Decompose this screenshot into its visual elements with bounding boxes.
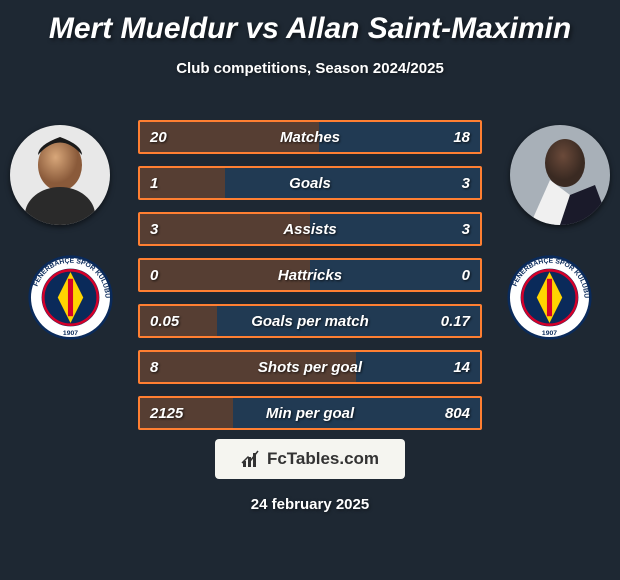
stat-row: 20Matches18 bbox=[138, 120, 482, 154]
comparison-subtitle: Club competitions, Season 2024/2025 bbox=[0, 60, 620, 77]
stat-label: Goals bbox=[210, 175, 410, 192]
player-right-avatar bbox=[510, 125, 610, 225]
stat-left-value: 2125 bbox=[140, 405, 210, 422]
brand-text: FcTables.com bbox=[267, 449, 379, 469]
brand-badge: FcTables.com bbox=[215, 439, 405, 479]
stat-left-value: 3 bbox=[140, 221, 210, 238]
comparison-title: Mert Mueldur vs Allan Saint-Maximin bbox=[0, 0, 620, 46]
stat-left-value: 0.05 bbox=[140, 313, 210, 330]
stat-label: Min per goal bbox=[210, 405, 410, 422]
stat-right-value: 18 bbox=[410, 129, 480, 146]
stat-right-value: 3 bbox=[410, 221, 480, 238]
stat-row: 0.05Goals per match0.17 bbox=[138, 304, 482, 338]
stat-row: 1Goals3 bbox=[138, 166, 482, 200]
player-left-avatar bbox=[10, 125, 110, 225]
stat-label: Hattricks bbox=[210, 267, 410, 284]
stat-right-value: 0 bbox=[410, 267, 480, 284]
svg-text:1907: 1907 bbox=[542, 330, 557, 337]
person-icon bbox=[10, 125, 110, 225]
stat-left-value: 8 bbox=[140, 359, 210, 376]
stat-left-value: 1 bbox=[140, 175, 210, 192]
stat-row: 0Hattricks0 bbox=[138, 258, 482, 292]
footer-date: 24 february 2025 bbox=[0, 496, 620, 513]
club-right-badge: FENERBAHÇE SPOR KULÜBÜ 1907 bbox=[507, 255, 592, 340]
person-icon bbox=[510, 125, 610, 225]
stat-label: Shots per goal bbox=[210, 359, 410, 376]
svg-text:1907: 1907 bbox=[63, 330, 78, 337]
stat-right-value: 3 bbox=[410, 175, 480, 192]
stat-right-value: 14 bbox=[410, 359, 480, 376]
club-badge-icon: FENERBAHÇE SPOR KULÜBÜ 1907 bbox=[28, 255, 113, 340]
club-badge-icon: FENERBAHÇE SPOR KULÜBÜ 1907 bbox=[507, 255, 592, 340]
stat-label: Matches bbox=[210, 129, 410, 146]
stats-table: 20Matches181Goals33Assists30Hattricks00.… bbox=[138, 120, 482, 442]
stat-left-value: 20 bbox=[140, 129, 210, 146]
stat-row: 3Assists3 bbox=[138, 212, 482, 246]
stat-left-value: 0 bbox=[140, 267, 210, 284]
stat-row: 2125Min per goal804 bbox=[138, 396, 482, 430]
club-left-badge: FENERBAHÇE SPOR KULÜBÜ 1907 bbox=[28, 255, 113, 340]
stat-label: Assists bbox=[210, 221, 410, 238]
stat-row: 8Shots per goal14 bbox=[138, 350, 482, 384]
bar-chart-icon bbox=[241, 449, 261, 469]
stat-right-value: 804 bbox=[410, 405, 480, 422]
stat-label: Goals per match bbox=[210, 313, 410, 330]
stat-right-value: 0.17 bbox=[410, 313, 480, 330]
